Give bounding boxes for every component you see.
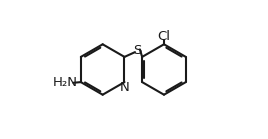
Text: N: N [120, 81, 130, 94]
Text: S: S [133, 44, 142, 57]
Text: H₂N: H₂N [53, 76, 78, 89]
Text: Cl: Cl [158, 30, 170, 43]
